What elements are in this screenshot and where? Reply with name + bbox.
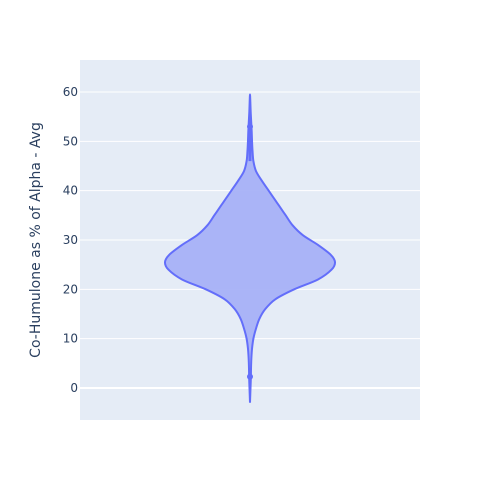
y-axis-title: Co-Humulone as % of Alpha - Avg — [28, 122, 44, 358]
y-tick-label-10: 10 — [63, 332, 78, 346]
y-tick-label-60: 60 — [63, 85, 78, 99]
y-tick-labels: 0 10 20 30 40 50 60 — [63, 85, 78, 395]
violin-layer — [163, 93, 337, 403]
y-tick-label-50: 50 — [63, 134, 78, 148]
outlier-point-0 — [247, 138, 253, 145]
outlier-point-1 — [247, 123, 253, 130]
y-tick-label-30: 30 — [63, 233, 78, 247]
y-tick-label-0: 0 — [70, 381, 78, 395]
violin-shape — [163, 93, 337, 403]
y-tick-label-20: 20 — [63, 282, 78, 296]
y-tick-label-40: 40 — [63, 184, 78, 198]
outlier-point-2 — [247, 373, 253, 380]
